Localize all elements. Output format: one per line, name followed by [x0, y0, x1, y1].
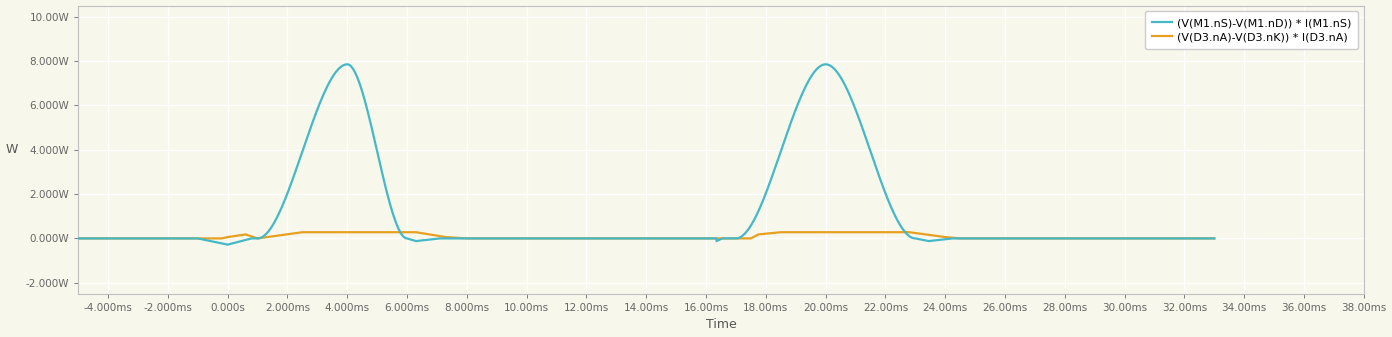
(V(M1.nS)-V(M1.nD)) * I(M1.nS) [760, 186, 777, 190]
(V(D3.nA)-V(D3.nK)) * I(D3.nA) [750, 233, 767, 237]
(V(D3.nA)-V(D3.nK)) * I(D3.nA) [213, 236, 230, 240]
(V(D3.nA)-V(D3.nK)) * I(D3.nA) [742, 236, 759, 240]
(V(M1.nS)-V(M1.nD)) * I(M1.nS) [1205, 236, 1222, 240]
(V(D3.nA)-V(D3.nK)) * I(D3.nA) [773, 230, 789, 234]
(V(D3.nA)-V(D3.nK)) * I(D3.nA) [742, 236, 759, 240]
(V(D3.nA)-V(D3.nK)) * I(D3.nA) [237, 233, 253, 237]
Line: (V(D3.nA)-V(D3.nK)) * I(D3.nA): (V(D3.nA)-V(D3.nK)) * I(D3.nA) [78, 232, 1214, 238]
(V(D3.nA)-V(D3.nK)) * I(D3.nA) [437, 235, 454, 239]
(V(D3.nA)-V(D3.nK)) * I(D3.nA) [249, 236, 266, 240]
X-axis label: Time: Time [706, 318, 736, 332]
(V(D3.nA)-V(D3.nK)) * I(D3.nA) [697, 236, 714, 240]
(V(D3.nA)-V(D3.nK)) * I(D3.nA) [294, 230, 310, 234]
(V(M1.nS)-V(M1.nD)) * I(M1.nS) [748, 216, 764, 220]
(V(D3.nA)-V(D3.nK)) * I(D3.nA) [1205, 236, 1222, 240]
(V(D3.nA)-V(D3.nK)) * I(D3.nA) [249, 236, 266, 240]
(V(D3.nA)-V(D3.nK)) * I(D3.nA) [952, 236, 969, 240]
(V(D3.nA)-V(D3.nK)) * I(D3.nA) [458, 236, 475, 240]
(V(D3.nA)-V(D3.nK)) * I(D3.nA) [901, 230, 917, 234]
(V(M1.nS)-V(M1.nD)) * I(M1.nS) [338, 62, 355, 66]
(V(D3.nA)-V(D3.nK)) * I(D3.nA) [750, 233, 767, 237]
Y-axis label: W: W [6, 143, 18, 156]
(V(D3.nA)-V(D3.nK)) * I(D3.nA) [70, 236, 86, 240]
(V(M1.nS)-V(M1.nD)) * I(M1.nS) [70, 236, 86, 240]
(V(M1.nS)-V(M1.nD)) * I(M1.nS) [782, 122, 799, 126]
Line: (V(M1.nS)-V(M1.nD)) * I(M1.nS): (V(M1.nS)-V(M1.nD)) * I(M1.nS) [78, 64, 1214, 245]
(V(D3.nA)-V(D3.nK)) * I(D3.nA) [967, 236, 984, 240]
(V(M1.nS)-V(M1.nD)) * I(M1.nS) [220, 243, 237, 247]
(V(M1.nS)-V(M1.nD)) * I(M1.nS) [373, 167, 390, 172]
(V(M1.nS)-V(M1.nD)) * I(M1.nS) [324, 75, 341, 79]
(V(D3.nA)-V(D3.nK)) * I(D3.nA) [937, 235, 954, 239]
(V(D3.nA)-V(D3.nK)) * I(D3.nA) [220, 235, 237, 239]
(V(D3.nA)-V(D3.nK)) * I(D3.nA) [408, 230, 425, 234]
(V(M1.nS)-V(M1.nD)) * I(M1.nS) [859, 141, 876, 145]
Legend: (V(M1.nS)-V(M1.nD)) * I(M1.nS), (V(D3.nA)-V(D3.nK)) * I(D3.nA): (V(M1.nS)-V(M1.nD)) * I(M1.nS), (V(D3.nA… [1146, 11, 1359, 49]
